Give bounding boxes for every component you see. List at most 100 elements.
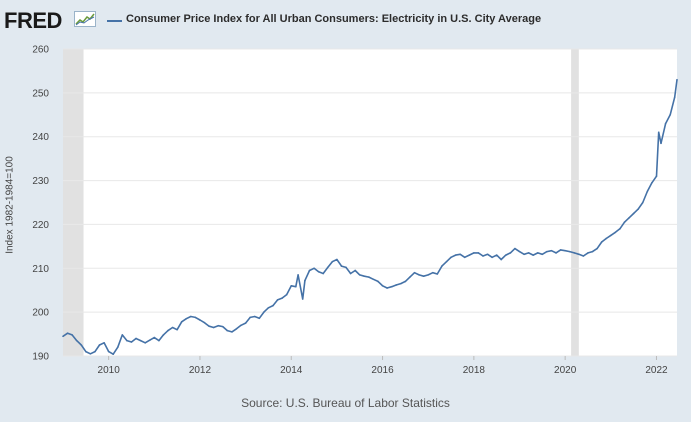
data-point <box>226 329 229 332</box>
x-tick-label: 2020 <box>554 365 577 376</box>
data-point <box>651 181 653 184</box>
data-point <box>267 306 270 309</box>
data-point <box>646 190 649 193</box>
data-point <box>258 317 261 320</box>
data-point <box>190 315 192 318</box>
data-point <box>587 252 589 254</box>
data-point <box>664 122 667 125</box>
data-point <box>527 252 530 254</box>
data-point <box>600 241 603 243</box>
trend-chart-icon <box>74 11 96 27</box>
x-tick-label: 2010 <box>98 365 121 376</box>
y-tick-label: 260 <box>32 45 49 56</box>
recession-shading <box>63 49 579 356</box>
data-point <box>605 237 608 240</box>
data-point <box>591 250 594 253</box>
legend-swatch <box>107 20 122 22</box>
data-point <box>623 221 626 224</box>
data-point <box>295 285 297 288</box>
data-point <box>568 250 571 253</box>
data-point <box>148 339 151 342</box>
data-point <box>281 297 283 299</box>
y-axis-ticks: 190 200 210 220 230 240 250 260 <box>32 45 49 363</box>
data-point <box>180 320 183 323</box>
data-point <box>536 252 539 254</box>
legend-series-title[interactable]: Consumer Price Index for All Urban Consu… <box>126 13 542 25</box>
data-point <box>112 353 115 356</box>
data-point <box>628 217 630 219</box>
data-point <box>121 334 124 336</box>
y-tick-label: 220 <box>32 220 49 231</box>
fred-logo[interactable]: FRED <box>4 8 62 33</box>
data-point <box>637 208 639 210</box>
data-point <box>573 252 576 254</box>
data-point <box>126 339 128 342</box>
data-point <box>130 341 133 343</box>
data-point <box>326 266 329 269</box>
data-point <box>610 234 612 237</box>
y-tick-label: 210 <box>32 264 49 275</box>
x-tick-label: 2014 <box>280 365 303 376</box>
series-line-electricity-cpi <box>62 79 678 355</box>
data-point <box>641 201 644 204</box>
data-point <box>655 175 658 177</box>
data-point <box>473 252 475 254</box>
gridlines <box>63 48 677 357</box>
data-point <box>386 287 388 289</box>
data-point <box>313 267 315 270</box>
data-point <box>66 332 69 334</box>
data-point <box>673 96 676 99</box>
data-point <box>354 269 356 272</box>
data-point <box>395 284 398 286</box>
data-point <box>331 260 334 263</box>
x-axis-ticks: 2010 2012 2014 2016 2018 2020 2022 <box>98 356 668 376</box>
y-tick-label: 250 <box>32 88 49 99</box>
data-point <box>454 254 457 256</box>
data-point <box>372 278 375 281</box>
data-point <box>94 350 96 353</box>
data-point <box>450 256 452 259</box>
data-point <box>158 339 160 342</box>
x-tick-label: 2016 <box>371 365 394 376</box>
data-point <box>550 249 553 252</box>
data-point <box>477 252 480 254</box>
data-point <box>422 275 425 277</box>
data-point <box>463 256 466 259</box>
data-point <box>514 247 516 250</box>
data-point <box>669 113 671 116</box>
data-point <box>541 253 544 256</box>
data-point <box>445 260 448 263</box>
data-point <box>404 280 407 283</box>
data-point <box>322 272 325 275</box>
data-point <box>596 247 598 250</box>
data-point <box>249 316 251 319</box>
data-point <box>340 265 343 267</box>
data-point <box>564 249 566 252</box>
data-point <box>290 285 293 287</box>
data-point <box>144 342 146 344</box>
data-point <box>368 276 370 278</box>
data-point <box>272 304 274 307</box>
data-point <box>614 231 617 234</box>
data-point <box>413 271 416 274</box>
data-point <box>308 269 311 272</box>
recession-band-1 <box>63 49 84 356</box>
data-point <box>409 276 411 278</box>
data-point <box>377 280 379 283</box>
y-tick-label: 190 <box>32 352 49 363</box>
data-point <box>468 254 471 256</box>
data-point <box>500 258 503 261</box>
data-point <box>363 275 366 277</box>
data-point <box>199 319 201 321</box>
recession-band-2 <box>571 49 579 356</box>
data-point <box>240 324 242 327</box>
source-note: Source: U.S. Bureau of Labor Statistics <box>241 396 450 410</box>
x-tick-label: 2022 <box>645 365 668 376</box>
data-point <box>304 279 306 282</box>
data-point <box>660 142 662 145</box>
data-point <box>436 273 439 275</box>
data-point <box>235 328 238 330</box>
data-point <box>153 336 156 339</box>
data-point <box>176 328 178 331</box>
